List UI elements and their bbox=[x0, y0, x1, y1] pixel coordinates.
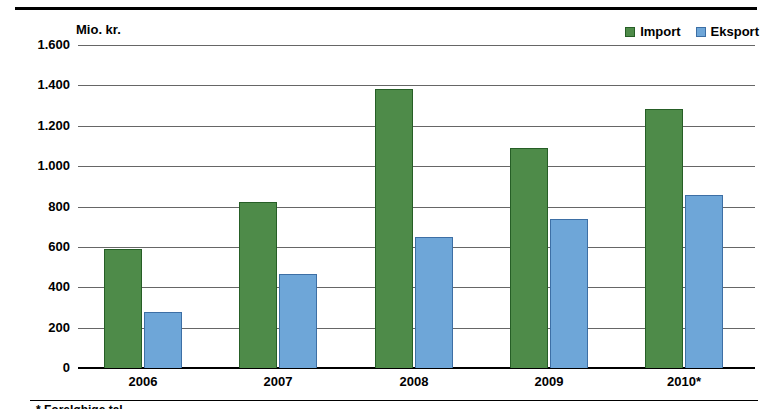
bar-eksport-2006 bbox=[144, 312, 182, 368]
y-tick-label-0: 0 bbox=[0, 360, 70, 375]
legend-label-eksport: Eksport bbox=[711, 24, 759, 39]
eksport-swatch-icon bbox=[696, 27, 706, 37]
top-divider-line bbox=[15, 7, 757, 10]
legend: Import Eksport bbox=[625, 24, 759, 39]
y-tick-label-400: 400 bbox=[0, 279, 70, 294]
gridline-1.600 bbox=[78, 45, 755, 46]
y-tick-label-800: 800 bbox=[0, 199, 70, 214]
import-swatch-icon bbox=[625, 27, 635, 37]
y-tick-label-600: 600 bbox=[0, 239, 70, 254]
bar-eksport-2010 bbox=[685, 195, 723, 368]
legend-label-import: Import bbox=[640, 24, 680, 39]
y-tick-label-1.000: 1.000 bbox=[0, 158, 70, 173]
legend-item-eksport: Eksport bbox=[696, 24, 759, 39]
y-axis-unit-label: Mio. kr. bbox=[76, 22, 121, 37]
footnote: * Foreløbige tal bbox=[36, 403, 123, 409]
y-tick-label-1.600: 1.600 bbox=[0, 37, 70, 52]
bar-eksport-2008 bbox=[415, 237, 453, 368]
x-axis-label-2009: 2009 bbox=[510, 374, 588, 389]
bar-import-2009 bbox=[510, 148, 548, 368]
bar-import-2010 bbox=[645, 109, 683, 368]
bar-eksport-2007 bbox=[279, 274, 317, 368]
y-tick-label-200: 200 bbox=[0, 320, 70, 335]
x-axis-label-2008: 2008 bbox=[375, 374, 453, 389]
y-tick-label-1.400: 1.400 bbox=[0, 77, 70, 92]
legend-item-import: Import bbox=[625, 24, 680, 39]
y-tick-label-1.200: 1.200 bbox=[0, 118, 70, 133]
bottom-divider-line bbox=[30, 400, 758, 401]
gridline-1.400 bbox=[78, 85, 755, 86]
bar-eksport-2009 bbox=[550, 219, 588, 368]
bar-import-2006 bbox=[104, 249, 142, 368]
bar-import-2007 bbox=[239, 202, 277, 368]
x-axis-label-2010: 2010* bbox=[645, 374, 723, 389]
x-axis-label-2007: 2007 bbox=[239, 374, 317, 389]
bar-import-2008 bbox=[375, 89, 413, 368]
chart-container: Mio. kr. Import Eksport 0 200 400 600 800 1.0… bbox=[0, 0, 774, 409]
plot-area bbox=[78, 45, 755, 368]
x-axis-label-2006: 2006 bbox=[104, 374, 182, 389]
